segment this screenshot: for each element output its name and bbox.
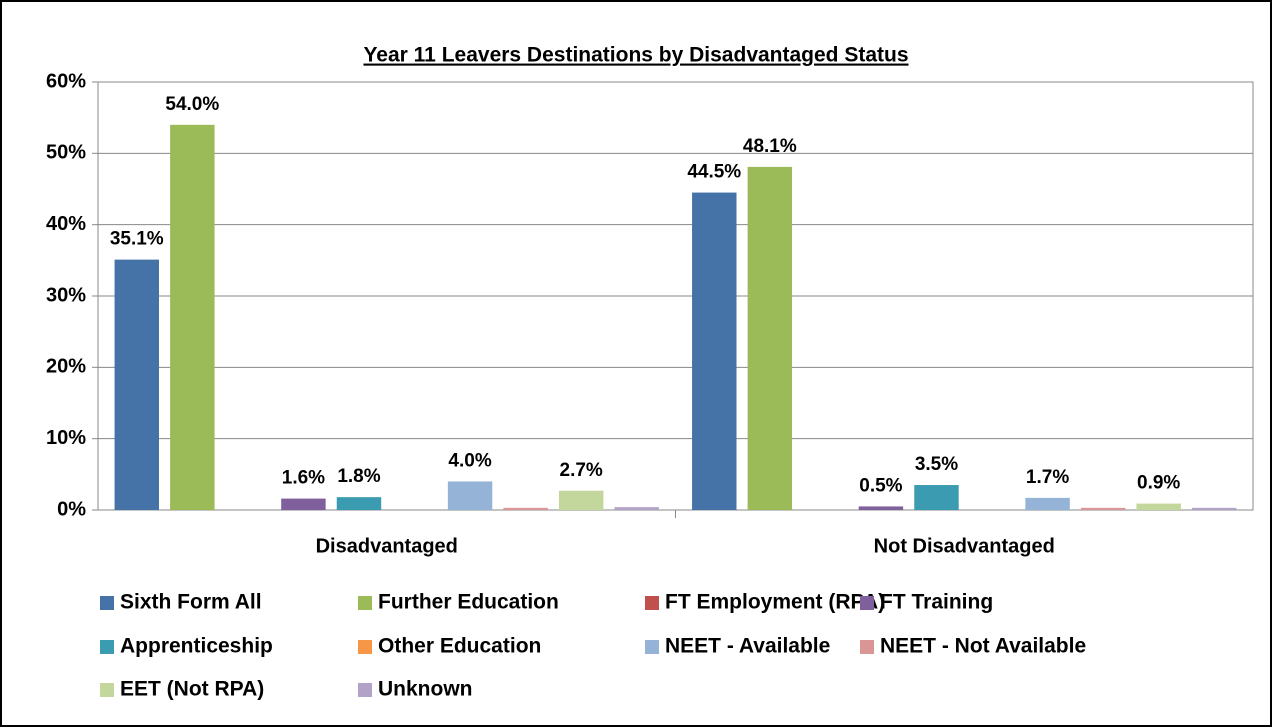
data-label: 1.8% bbox=[337, 466, 380, 487]
legend-swatch bbox=[100, 640, 114, 654]
legend-swatch bbox=[100, 683, 114, 697]
legend-label: Sixth Form All bbox=[120, 591, 262, 614]
y-tick-label: 50% bbox=[46, 142, 86, 164]
bar bbox=[858, 506, 904, 510]
legend-swatch bbox=[358, 640, 372, 654]
bar bbox=[558, 490, 604, 510]
y-tick-label: 20% bbox=[46, 356, 86, 378]
bar bbox=[336, 497, 382, 510]
data-label: 35.1% bbox=[110, 229, 164, 250]
data-label: 4.0% bbox=[448, 450, 491, 471]
legend-label: Unknown bbox=[378, 678, 473, 701]
chart-title: Year 11 Leavers Destinations by Disadvan… bbox=[363, 44, 908, 67]
legend-swatch bbox=[100, 596, 114, 610]
y-tick-label: 60% bbox=[46, 70, 86, 92]
bar bbox=[1192, 507, 1237, 510]
data-label: 2.7% bbox=[560, 460, 603, 481]
bar bbox=[692, 192, 737, 511]
data-label: 3.5% bbox=[915, 454, 958, 475]
legend-label: FT Employment (RPA) bbox=[665, 591, 885, 614]
legend-label: FT Training bbox=[880, 591, 993, 614]
data-label: 0.5% bbox=[859, 475, 902, 496]
legend-label: NEET - Available bbox=[665, 635, 830, 658]
bar bbox=[1025, 497, 1070, 510]
bar bbox=[170, 124, 215, 511]
legend-label: Apprenticeship bbox=[120, 635, 273, 658]
bar bbox=[114, 259, 159, 510]
bar bbox=[447, 481, 493, 510]
legend-label: NEET - Not Available bbox=[880, 635, 1086, 658]
y-tick-label: 30% bbox=[46, 284, 86, 306]
legend-label: Other Education bbox=[378, 635, 541, 658]
data-label: 48.1% bbox=[743, 136, 797, 157]
data-label: 1.7% bbox=[1026, 467, 1069, 488]
legend-label: Further Education bbox=[378, 591, 559, 614]
legend-label: EET (Not RPA) bbox=[120, 678, 264, 701]
y-tick-label: 10% bbox=[46, 427, 86, 449]
bar bbox=[914, 485, 959, 510]
data-label: 0.9% bbox=[1137, 473, 1180, 494]
data-label: 54.0% bbox=[165, 94, 219, 115]
x-tick-label: Not Disadvantaged bbox=[874, 535, 1055, 557]
legend-swatch bbox=[358, 683, 372, 697]
data-label: 1.6% bbox=[282, 468, 325, 489]
data-label: 44.5% bbox=[687, 162, 741, 183]
legend-swatch bbox=[358, 596, 372, 610]
y-tick-label: 0% bbox=[57, 498, 86, 520]
legend-swatch bbox=[860, 640, 874, 654]
y-tick-label: 40% bbox=[46, 213, 86, 235]
bar bbox=[281, 498, 326, 510]
legend-swatch bbox=[860, 596, 874, 610]
bar bbox=[614, 507, 659, 510]
bar bbox=[503, 507, 548, 510]
legend-swatch bbox=[645, 640, 659, 654]
legend-swatch bbox=[645, 596, 659, 610]
x-tick-label: Disadvantaged bbox=[316, 535, 458, 557]
bar bbox=[747, 166, 793, 511]
bar bbox=[1080, 507, 1126, 510]
bar bbox=[1136, 503, 1181, 510]
